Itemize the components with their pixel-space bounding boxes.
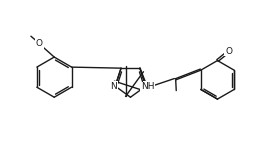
Text: NH: NH: [141, 82, 155, 91]
Text: N: N: [144, 82, 150, 91]
Text: O: O: [225, 47, 232, 56]
Text: N: N: [111, 82, 117, 91]
Text: O: O: [36, 39, 43, 48]
